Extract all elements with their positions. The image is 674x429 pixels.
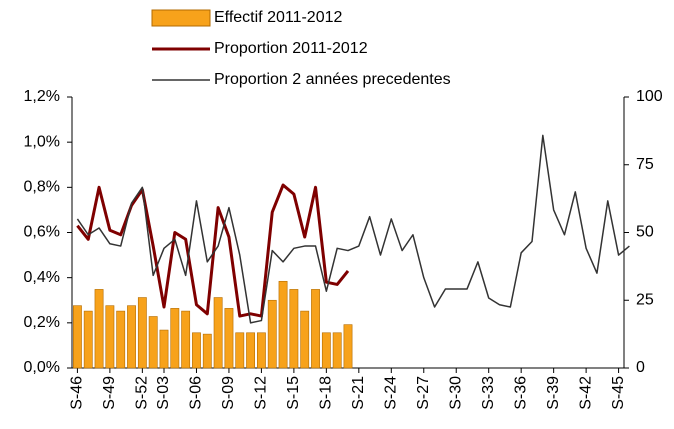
x-tick-label: S-52 [134,376,151,410]
y-tick-label: 0,0% [24,359,60,376]
bar [116,310,126,369]
bar [159,329,169,369]
bar [278,280,288,369]
bar [202,333,212,369]
bar [311,289,320,369]
x-tick-label: S-24 [383,376,400,410]
bar [72,305,82,369]
legend-label: Proportion 2 années precedentes [214,71,451,88]
bar [105,305,115,369]
bar [224,308,234,369]
legend-swatch [151,9,211,27]
line [76,183,350,318]
x-tick-label: S-18 [318,376,335,410]
x-tick-label: S-09 [220,376,237,410]
y-tick-label: 0,8% [24,179,60,196]
bar [148,316,158,369]
x-tick-label: S-21 [350,376,367,410]
bar [83,310,93,369]
x-tick-label: S-45 [610,376,627,410]
x-tick-label: S-30 [447,376,464,410]
x-tick-label: S-27 [415,376,432,410]
bar [332,332,342,369]
x-tick-label: S-49 [101,376,118,410]
y-tick-label: 0,2% [24,314,60,331]
bar [321,332,331,369]
bar [181,310,191,369]
bar [343,324,353,369]
bar [267,299,277,369]
bar [137,297,147,369]
y-tick-label: 1,0% [24,133,60,150]
bar [192,332,201,369]
legend-label: Effectif 2011-2012 [214,9,342,26]
y2-tick-label: 75 [636,156,654,173]
bar [127,305,136,369]
legend-label: Proportion 2011-2012 [214,40,368,57]
line [76,134,630,324]
bar [170,308,180,369]
x-tick-label: S-03 [155,376,172,410]
x-tick-label: S-33 [480,376,497,410]
y-tick-label: 0,4% [24,269,60,286]
bar [235,332,245,369]
y2-tick-label: 100 [636,88,663,105]
bar [256,332,266,369]
x-tick-label: S-42 [577,376,594,410]
bar [213,297,223,369]
y-tick-label: 0,6% [24,224,60,241]
x-tick-label: S-39 [545,376,562,410]
bar [94,289,104,369]
x-tick-label: S-15 [285,376,302,410]
bar [300,310,310,369]
y2-tick-label: 50 [636,224,654,241]
bar [289,289,299,369]
y2-tick-label: 0 [636,359,645,376]
x-tick-label: S-36 [512,376,529,410]
y-tick-label: 1,2% [24,88,60,105]
y2-tick-label: 25 [636,291,654,308]
x-tick-label: S-12 [253,376,270,410]
x-tick-label: S-46 [69,376,86,410]
bar [246,332,256,369]
x-tick-label: S-06 [188,376,205,410]
